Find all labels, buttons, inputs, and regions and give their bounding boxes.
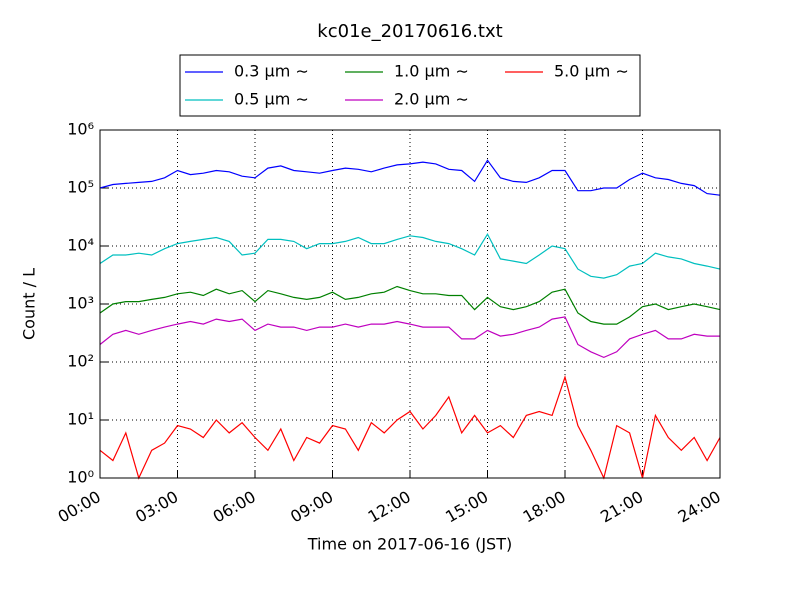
legend-label: 5.0 μm ∼ [554, 62, 629, 81]
x-tick-label: 24:00 [675, 487, 724, 527]
legend-label: 2.0 μm ∼ [394, 90, 469, 109]
x-tick-label: 21:00 [597, 487, 646, 527]
x-tick-label: 18:00 [520, 487, 569, 527]
y-tick-label: 10⁴ [67, 236, 94, 255]
y-tick-label: 10² [67, 352, 94, 371]
x-tick-label: 15:00 [442, 487, 491, 527]
chart-title: kc01e_20170616.txt [317, 21, 502, 42]
legend-label: 0.5 μm ∼ [234, 90, 309, 109]
y-axis-label: Count / L [20, 268, 39, 340]
y-tick-label: 10⁰ [67, 468, 94, 487]
x-tick-label: 09:00 [287, 487, 336, 527]
series-line [99, 316, 720, 359]
y-tick-label: 10¹ [67, 410, 94, 429]
series-line [99, 232, 721, 279]
x-axis-label: Time on 2017-06-16 (JST) [307, 535, 512, 554]
x-tick-label: 06:00 [210, 487, 259, 527]
series-line [99, 285, 721, 325]
y-tick-label: 10⁶ [67, 120, 94, 139]
series-line [99, 375, 721, 480]
plot-frame [99, 129, 721, 479]
y-tick-label: 10³ [67, 294, 94, 313]
x-tick-label: 03:00 [132, 487, 181, 527]
legend-box [179, 54, 641, 117]
legend-label: 1.0 μm ∼ [394, 62, 469, 81]
series-line [99, 159, 721, 196]
x-tick-label: 12:00 [365, 487, 414, 527]
y-tick-label: 10⁵ [67, 178, 94, 197]
x-tick-label: 00:00 [55, 487, 104, 527]
legend-label: 0.3 μm ∼ [234, 62, 309, 81]
